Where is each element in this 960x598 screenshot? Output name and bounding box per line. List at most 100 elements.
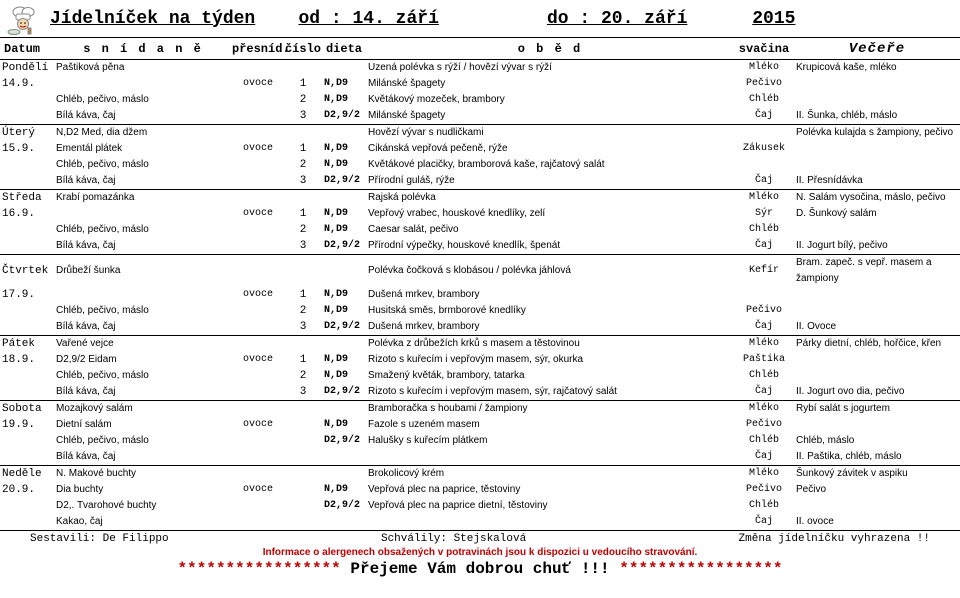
cell-diet: D2,9/2	[322, 238, 366, 254]
table-row: Chléb, pečivo, máslo2N,D9Caesar salát, p…	[0, 222, 960, 238]
cell-lunch: Dušená mrkev, brambory	[366, 319, 734, 335]
cell-breakfast: Chléb, pečivo, máslo	[54, 303, 232, 319]
table-row: Chléb, pečivo, máslo2N,D9Smažený květák,…	[0, 368, 960, 384]
cell-snack: Čaj	[734, 173, 794, 189]
table-row: Bílá káva, čajČajII. Paštika, chléb, más…	[0, 449, 960, 465]
cell-breakfast: Krabí pomazánka	[54, 190, 232, 206]
cell-snack: Chléb	[734, 92, 794, 108]
cell-dinner: II. Přesnídávka	[794, 173, 960, 189]
cell-lunch: Milánské špagety	[366, 108, 734, 124]
cell-snack: Čaj	[734, 319, 794, 335]
cell-num: 3	[284, 173, 322, 189]
day-block: ČtvrtekDrůbeží šunkaPolévka čočková s kl…	[0, 255, 960, 336]
day-block: SobotaMozajkový salámBramboračka s houba…	[0, 401, 960, 466]
cell-lunch: Květákový mozeček, brambory	[366, 92, 734, 108]
page-title: Jídelníček na týden od : 14. září do : 2…	[50, 9, 795, 29]
cell-lunch: Vepřová plec na paprice dietní, těstovin…	[366, 498, 734, 514]
cell-lunch: Rizoto s kuřecím i vepřovým masem, sýr, …	[366, 384, 734, 400]
cell-diet: D2,9/2	[322, 433, 366, 449]
cell-breakfast: Bílá káva, čaj	[54, 449, 232, 465]
cell-fruit: ovoce	[232, 206, 284, 222]
title-row: Jídelníček na týden od : 14. září do : 2…	[0, 0, 960, 38]
footer-approver: Schválily: Stejskalová	[381, 533, 526, 545]
hdr-dinner: Večeře	[794, 41, 960, 57]
table-row: 20.9.Dia buchtyovoceN,D9Vepřová plec na …	[0, 482, 960, 498]
cell-lunch: Milánské špagety	[366, 76, 734, 92]
cell-num: 2	[284, 92, 322, 108]
cell-snack: Paštika	[734, 352, 794, 368]
cell-num: 3	[284, 384, 322, 400]
cell-diet: D2,9/2	[322, 108, 366, 124]
cell-snack: Mléko	[734, 336, 794, 352]
cell-num: 1	[284, 141, 322, 157]
cell-num: 3	[284, 319, 322, 335]
table-row: D2,. Tvarohové buchty D2,9/2Vepřová plec …	[0, 498, 960, 514]
cell-day: Úterý	[0, 125, 54, 141]
cell-day: 18.9.	[0, 352, 54, 368]
cell-lunch: Polévka z drůbežích krků s masem a těsto…	[366, 336, 734, 352]
table-row: SobotaMozajkový salámBramboračka s houba…	[0, 401, 960, 417]
cell-lunch: Caesar salát, pečivo	[366, 222, 734, 238]
cell-breakfast: Bílá káva, čaj	[54, 384, 232, 400]
cell-fruit: ovoce	[232, 141, 284, 157]
cell-day: 16.9.	[0, 206, 54, 222]
day-block: StředaKrabí pomazánkaRajská polévkaMléko…	[0, 190, 960, 255]
table-row: 17.9.ovoce1N,D9Dušená mrkev, brambory	[0, 287, 960, 303]
cell-diet: N,D9	[322, 287, 366, 303]
footer-author: Sestavili: De Filippo	[30, 533, 169, 545]
cell-diet: N,D9	[322, 482, 366, 498]
cell-snack: Sýr	[734, 206, 794, 222]
cell-lunch: Vepřový vrabec, houskové knedlíky, zelí	[366, 206, 734, 222]
cell-diet: N,D9	[322, 368, 366, 384]
cell-fruit: ovoce	[232, 417, 284, 433]
cell-lunch: Hovězí vývar s nudličkami	[366, 125, 734, 141]
cell-day: Sobota	[0, 401, 54, 417]
table-row: Chléb, pečivo, másloD2,9/2Halušky s kuře…	[0, 433, 960, 449]
table-row: Chléb, pečivo, máslo2N,D9Květákové placi…	[0, 157, 960, 173]
table-row: NeděleN. Makové buchtyBrokolicový krémMl…	[0, 466, 960, 482]
cell-lunch: Přírodní guláš, rýže	[366, 173, 734, 189]
cell-lunch: Cikánská vepřová pečeně, rýže	[366, 141, 734, 157]
table-row: 18.9.D2,9/2 Eidamovoce1N,D9Rizoto s kuře…	[0, 352, 960, 368]
cell-num: 1	[284, 352, 322, 368]
cell-dinner: Chléb, máslo	[794, 433, 960, 449]
cell-breakfast: D2,. Tvarohové buchty	[54, 498, 232, 514]
cell-snack: Zákusek	[734, 141, 794, 157]
cell-day: 17.9.	[0, 287, 54, 303]
cell-breakfast: Bílá káva, čaj	[54, 319, 232, 335]
cell-diet: N,D9	[322, 352, 366, 368]
day-block: PondělíPaštiková pěnaUzená polévka s rýž…	[0, 60, 960, 125]
cell-diet: N,D9	[322, 141, 366, 157]
table-header: Datum s n í d a n ě přesníd. číslo dieta…	[0, 38, 960, 60]
cell-diet: D2,9/2	[322, 498, 366, 514]
cell-dinner: N. Salám vysočina, máslo, pečivo	[794, 190, 960, 206]
cell-dinner: II. Paštika, chléb, máslo	[794, 449, 960, 465]
cell-snack: Chléb	[734, 368, 794, 384]
cell-snack: Kefír	[734, 263, 794, 279]
cell-breakfast: Chléb, pečivo, máslo	[54, 368, 232, 384]
cell-num: 1	[284, 206, 322, 222]
table-row: 14.9.ovoce1N,D9Milánské špagetyPečivo	[0, 76, 960, 92]
cell-snack: Mléko	[734, 466, 794, 482]
day-block: PátekVařené vejcePolévka z drůbežích krk…	[0, 336, 960, 401]
cell-breakfast: Ementál plátek	[54, 141, 232, 157]
cell-breakfast: Drůbeží šunka	[54, 263, 232, 279]
cell-lunch: Husitská směs, brmborové knedlíky	[366, 303, 734, 319]
cell-dinner: Bram. zapeč. s vepř. masem a žampiony	[794, 255, 960, 287]
cell-lunch: Dušená mrkev, brambory	[366, 287, 734, 303]
cell-snack: Pečivo	[734, 303, 794, 319]
cell-num: 3	[284, 238, 322, 254]
cell-breakfast: Chléb, pečivo, máslo	[54, 157, 232, 173]
footer-stars-r: *****************	[619, 560, 782, 578]
cell-breakfast: Chléb, pečivo, máslo	[54, 222, 232, 238]
cell-breakfast: Chléb, pečivo, máslo	[54, 433, 232, 449]
hdr-snack: svačina	[734, 42, 794, 56]
cell-day: 20.9.	[0, 482, 54, 498]
cell-snack: Pečivo	[734, 417, 794, 433]
cell-day: 19.9.	[0, 417, 54, 433]
table-row: Bílá káva, čaj3D2,9/2Milánské špagetyČaj…	[0, 108, 960, 124]
cell-num: 2	[284, 368, 322, 384]
cell-snack: Mléko	[734, 190, 794, 206]
cell-diet: D2,9/2	[322, 173, 366, 189]
cell-fruit: ovoce	[232, 76, 284, 92]
